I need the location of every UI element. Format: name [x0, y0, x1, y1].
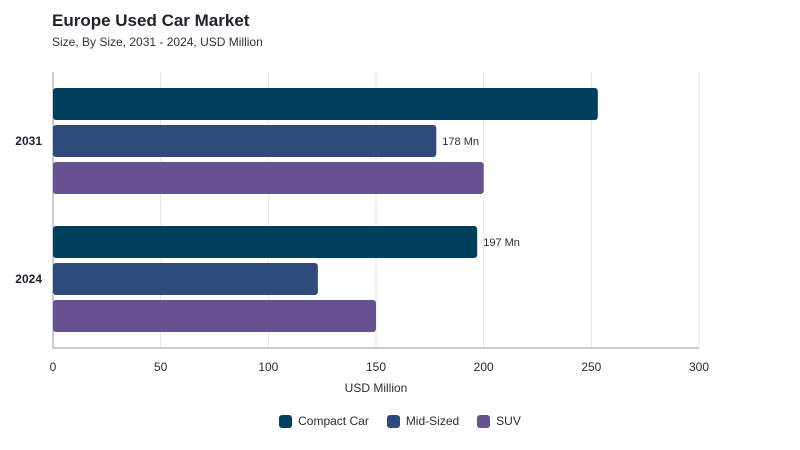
x-tick-label-150: 150: [366, 360, 386, 374]
bar-2031-mid-sized: [53, 125, 437, 157]
bar-2031-compact-car: [53, 88, 598, 120]
chart-title: Europe Used Car Market: [52, 11, 250, 30]
bar-2031-suv: [53, 162, 484, 194]
legend-label-mid-sized: Mid-Sized: [405, 414, 460, 428]
y-category-label-2031: 2031: [15, 134, 42, 148]
legend-item-suv[interactable]: SUV: [477, 414, 521, 428]
x-axis-title: USD Million: [345, 381, 408, 395]
legend-label-suv: SUV: [496, 414, 521, 428]
data-label-2031-mid-sized: 178 Mn: [442, 136, 479, 148]
legend-item-mid-sized[interactable]: Mid-Sized: [386, 414, 460, 428]
legend-label-compact-car: Compact Car: [298, 414, 369, 428]
x-tick-label-50: 50: [154, 360, 168, 374]
x-tick-label-200: 200: [474, 360, 494, 374]
chart-legend: Compact Car Mid-Sized SUV: [0, 414, 800, 428]
legend-swatch-compact-car: [279, 414, 293, 428]
chart-subtitle: Size, By Size, 2031 - 2024, USD Million: [52, 35, 263, 49]
bar-2024-suv: [53, 300, 376, 332]
bar-2024-compact-car: [53, 226, 478, 258]
legend-swatch-suv: [477, 414, 491, 428]
x-tick-label-250: 250: [581, 360, 601, 374]
y-category-label-2024: 2024: [15, 272, 42, 286]
x-tick-label-300: 300: [689, 360, 709, 374]
x-tick-label-100: 100: [258, 360, 278, 374]
legend-swatch-mid-sized: [386, 414, 400, 428]
x-tick-label-0: 0: [50, 360, 57, 374]
bar-2024-mid-sized: [53, 263, 318, 295]
data-label-2024-compact-car: 197 Mn: [483, 237, 520, 249]
legend-item-compact-car[interactable]: Compact Car: [279, 414, 369, 428]
